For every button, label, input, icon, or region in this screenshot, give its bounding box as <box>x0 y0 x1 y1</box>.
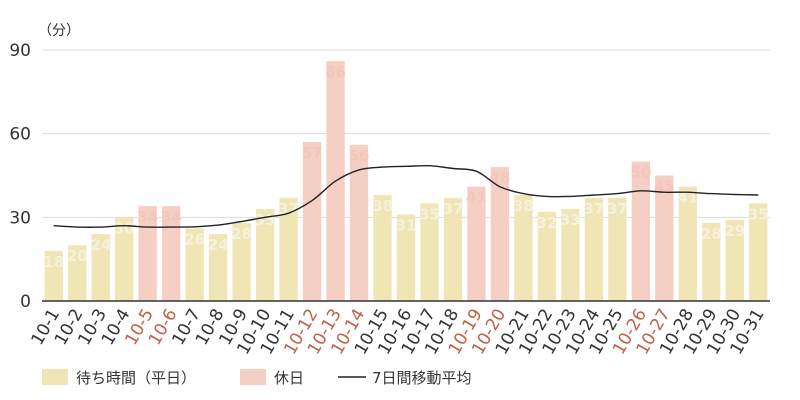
legend-swatch-weekday <box>42 369 68 385</box>
data-label: 26 <box>184 230 205 248</box>
y-tick-label: 30 <box>9 208 31 228</box>
bar <box>396 214 416 301</box>
data-label: 30 <box>114 219 135 237</box>
bar <box>725 220 744 301</box>
legend-label-holiday: 休日 <box>274 369 304 387</box>
data-label: 18 <box>43 253 64 271</box>
x-axis-ticks: 10-110-210-310-410-510-610-710-810-910-1… <box>27 306 768 359</box>
bar <box>349 144 369 301</box>
bar <box>138 206 157 301</box>
bar <box>561 208 580 301</box>
bar <box>115 217 134 301</box>
data-label: 37 <box>607 200 628 218</box>
bar <box>232 222 251 301</box>
data-label: 33 <box>560 211 581 229</box>
bar <box>514 195 533 301</box>
bar <box>255 208 275 301</box>
bar <box>702 222 721 301</box>
data-label: 86 <box>325 63 346 81</box>
data-label: 37 <box>278 200 299 218</box>
bars <box>44 61 768 302</box>
bar <box>279 197 298 301</box>
data-label: 38 <box>372 197 393 215</box>
data-label: 37 <box>443 200 464 218</box>
data-label: 41 <box>466 189 487 207</box>
data-label: 28 <box>231 225 252 243</box>
bar <box>678 186 697 301</box>
bar <box>68 245 87 301</box>
bar <box>302 142 322 301</box>
bar <box>467 186 486 301</box>
legend-label-moving-average: 7日間移動平均 <box>372 369 472 387</box>
bar <box>162 206 181 301</box>
bar <box>91 234 110 301</box>
bar <box>420 203 439 301</box>
bar <box>537 211 557 301</box>
data-label: 34 <box>161 208 182 226</box>
legend-label-weekday: 待ち時間（平日） <box>76 369 196 387</box>
data-label: 24 <box>90 236 111 254</box>
bar <box>490 167 510 301</box>
data-label: 35 <box>748 205 769 223</box>
data-label: 31 <box>396 217 417 235</box>
y-tick-label: 0 <box>20 292 31 312</box>
moving-average-line <box>53 164 759 228</box>
bar <box>608 197 627 301</box>
data-label: 34 <box>137 208 158 226</box>
bar <box>373 195 392 301</box>
y-tick-label: 60 <box>9 125 31 145</box>
data-label: 24 <box>208 236 229 254</box>
legend: 待ち時間（平日） 休日 7日間移動平均 <box>42 369 472 387</box>
y-tick-label: 90 <box>9 41 31 61</box>
y-axis-ticks: 0 30 60 90 <box>9 41 31 312</box>
data-label: 48 <box>489 169 510 187</box>
data-label: 33 <box>255 211 276 229</box>
bar <box>185 228 204 301</box>
legend-swatch-holiday <box>240 369 266 385</box>
data-label: 41 <box>677 189 698 207</box>
bar <box>631 161 650 301</box>
bar <box>584 197 604 301</box>
data-label: 56 <box>349 147 370 165</box>
y-unit-label: （分） <box>38 23 80 39</box>
data-label: 45 <box>654 178 675 196</box>
bar <box>44 250 63 301</box>
bar <box>208 234 228 301</box>
data-label: 28 <box>701 225 722 243</box>
data-label: 57 <box>302 144 323 162</box>
data-label: 35 <box>419 205 440 223</box>
bar <box>443 197 463 301</box>
bar <box>749 203 768 301</box>
data-label: 32 <box>536 214 557 232</box>
data-label: 50 <box>630 164 651 182</box>
data-label: 38 <box>513 197 534 215</box>
data-label: 20 <box>67 247 88 265</box>
data-label: 29 <box>724 222 745 240</box>
bar <box>655 175 674 301</box>
data-label: 37 <box>583 200 604 218</box>
